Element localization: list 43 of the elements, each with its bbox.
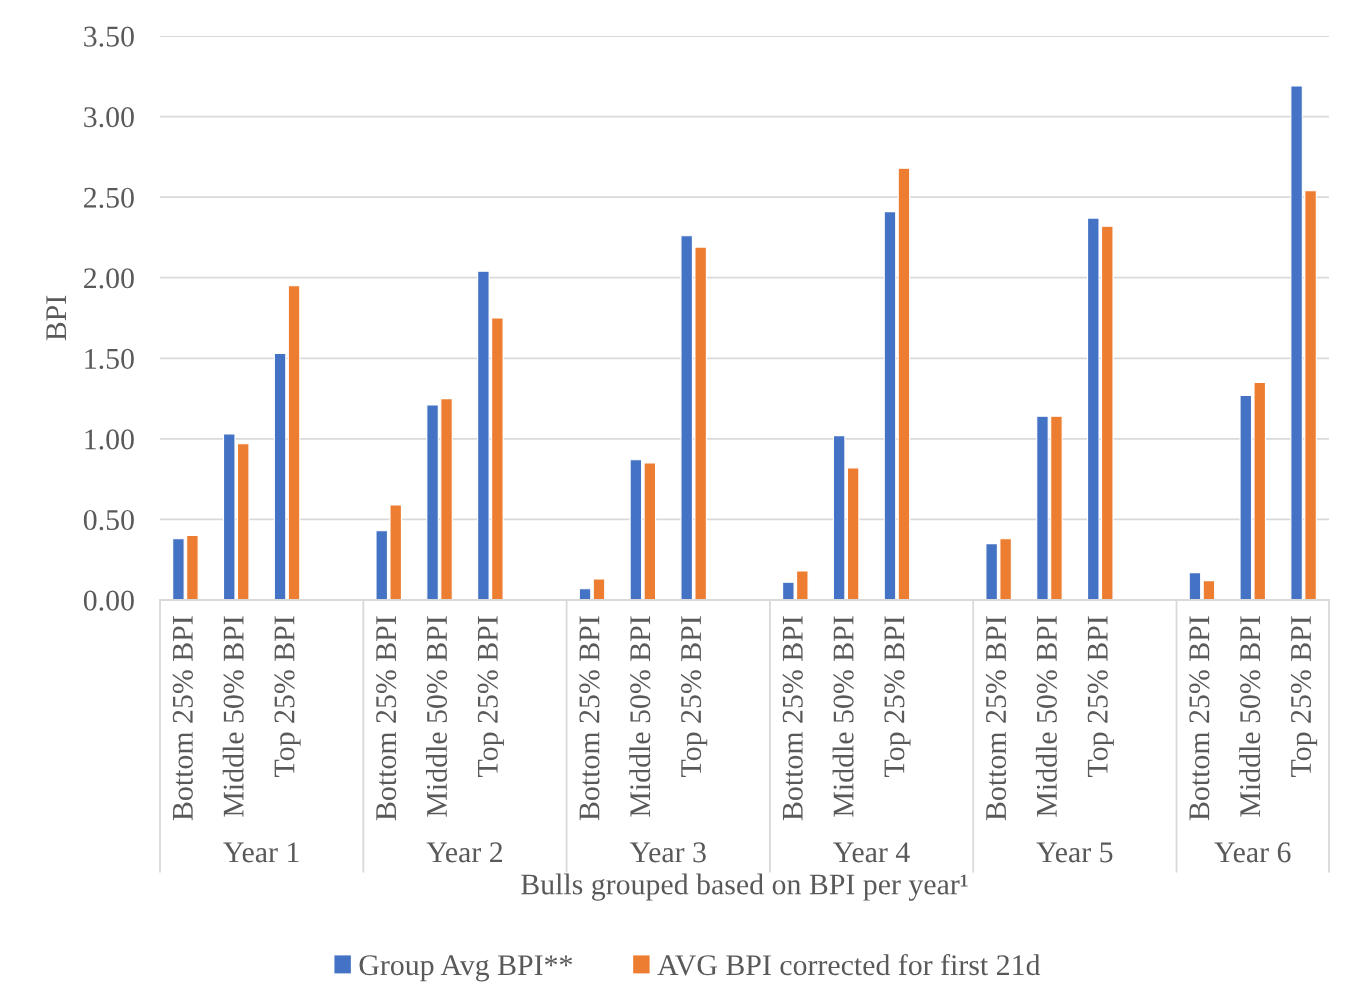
y-tick-label: 2.00 [84, 268, 134, 289]
text: Year 5 [1036, 842, 1113, 863]
bar [287, 285, 301, 600]
x-tick-label: Top 25% BPI [884, 616, 911, 777]
x-tick-label: Top 25% BPI [477, 616, 504, 777]
y-tick-label: 2.50 [84, 187, 134, 208]
x-tick-label: Top 25% BPI [274, 616, 301, 777]
text: Year 2 [426, 842, 503, 863]
y-tick-label: 1.00 [85, 429, 134, 450]
x-tick-label: Middle 50% BPI [222, 616, 244, 817]
text: Year 4 [833, 842, 910, 863]
y-tick-label: 0.00 [83, 590, 134, 611]
legend-label: AVG BPI corrected for first 21d [657, 953, 1041, 976]
bar [592, 578, 606, 600]
x-tick-label: Top 25% BPI [1087, 616, 1114, 777]
bar [273, 352, 287, 600]
x-tick-label: Middle 50% BPI [1035, 616, 1058, 817]
bar [1188, 572, 1202, 600]
x-tick-label: Bottom 25% BPI [1189, 616, 1210, 821]
x-tick-label: Middle 50% BPI [426, 616, 448, 817]
bar [883, 211, 897, 600]
x-tick-label: Middle 50% BPI [832, 616, 854, 817]
legend-label: Group Avg BPI** [359, 955, 573, 982]
x-tick-label: Bottom 25% BPI [985, 616, 1007, 821]
x-tick-label: Bottom 25% BPI [782, 616, 803, 821]
x-axis-title: Bulls grouped based on BPI per year¹ [521, 873, 968, 901]
text: Year 3 [629, 842, 706, 863]
text: Year 6 [1214, 842, 1291, 863]
y-tick-label: 3.50 [84, 26, 134, 47]
x-tick-label: Bottom 25% BPI [172, 616, 193, 821]
x-tick-label: Middle 50% BPI [1239, 616, 1261, 817]
text: Year 1 [223, 842, 299, 863]
x-tick-label: Top 25% BPI [1290, 616, 1318, 777]
bar [897, 167, 911, 600]
x-tick-label: Top 25% BPI [681, 616, 708, 777]
bar [1202, 580, 1216, 600]
y-axis-title: BPI [46, 295, 67, 341]
y-tick-label: 1.50 [85, 348, 134, 370]
x-tick-label: Bottom 25% BPI [376, 616, 397, 821]
x-tick-label: Bottom 25% BPI [579, 616, 600, 821]
y-tick-label: 0.50 [83, 509, 134, 531]
y-tick-label: 3.00 [84, 107, 134, 128]
x-tick-label: Middle 50% BPI [629, 616, 651, 817]
